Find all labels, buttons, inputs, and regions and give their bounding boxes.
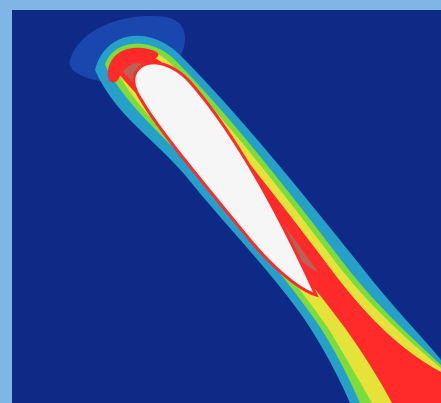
leading-edge-cap: [107, 47, 159, 83]
airfoil-shape: [132, 61, 319, 298]
